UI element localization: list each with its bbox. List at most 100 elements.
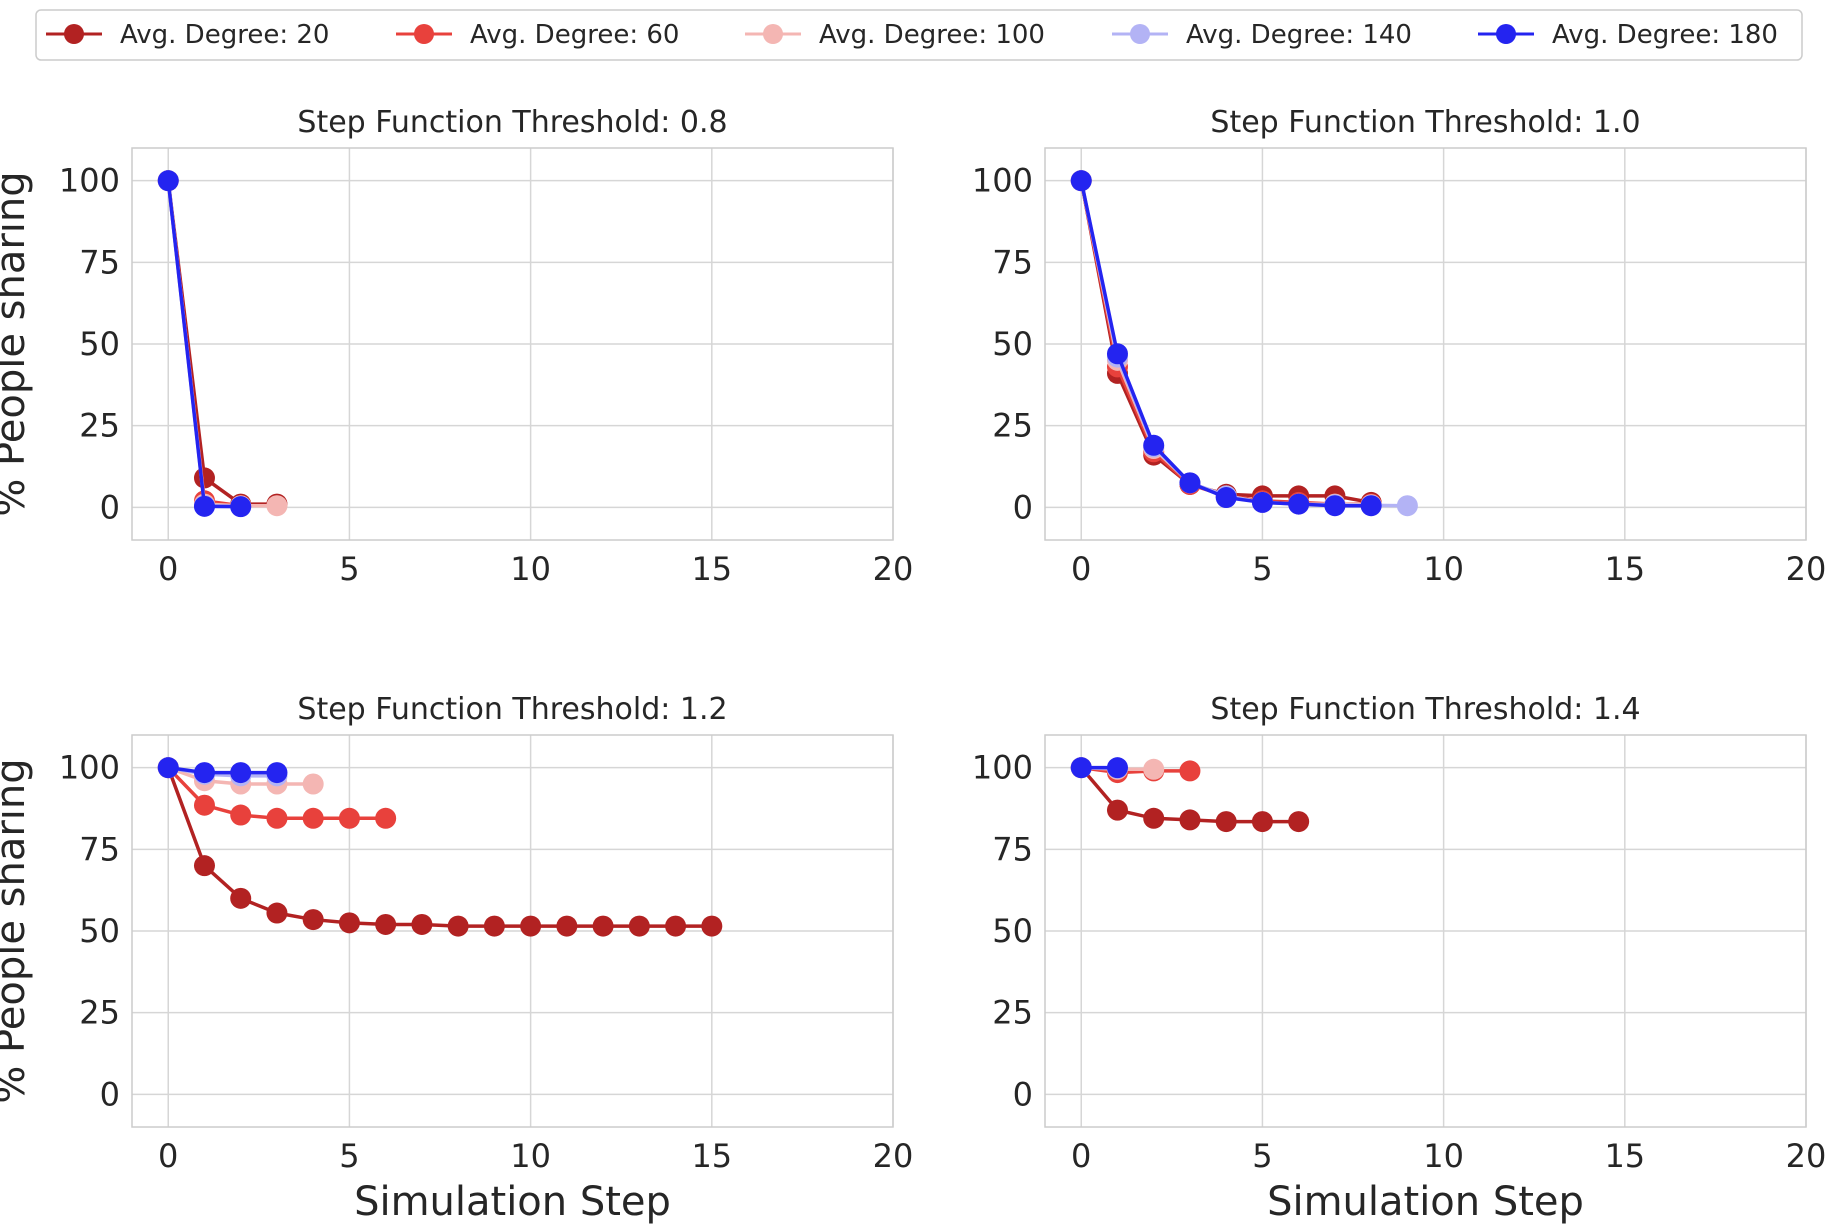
data-point: [1215, 811, 1237, 833]
y-tick-label: 50: [79, 325, 120, 363]
y-tick-label: 100: [59, 749, 120, 787]
data-point: [266, 807, 288, 829]
data-point: [1143, 807, 1165, 829]
y-tick-label: 100: [59, 162, 120, 200]
y-tick-label: 75: [79, 243, 120, 281]
x-tick-label: 5: [339, 1137, 359, 1175]
x-axis-label: Simulation Step: [354, 1179, 671, 1225]
subplot-title: Step Function Threshold: 1.2: [297, 692, 727, 727]
data-point: [266, 495, 288, 517]
x-tick-label: 5: [1252, 550, 1272, 588]
legend-entry-2: Avg. Degree: 60: [396, 20, 679, 50]
series-5: [157, 757, 288, 784]
data-point: [592, 915, 614, 937]
axes-frame: [131, 734, 894, 1128]
data-point: [193, 794, 215, 816]
y-tick-label: 0: [100, 488, 120, 526]
data-point: [302, 807, 324, 829]
legend-entry-4: Avg. Degree: 140: [1112, 20, 1412, 50]
y-tick-label: 75: [992, 830, 1033, 868]
subplot-4: 0 5 10 15 20 0 25 50 75 100 Step Function Threshol…: [972, 692, 1826, 1225]
data-point: [338, 912, 360, 934]
x-tick-label: 15: [691, 1137, 732, 1175]
data-point: [1396, 495, 1418, 517]
legend: Avg. Degree: 20 Avg. Degree: 60 Avg. Degre…: [35, 9, 1803, 61]
data-point: [375, 807, 397, 829]
y-axis-label: % People sharing: [0, 758, 34, 1103]
legend-label: Avg. Degree: 180: [1552, 20, 1778, 50]
y-tick-label: 25: [79, 994, 120, 1032]
series-line: [1079, 180, 1372, 505]
x-tick-label: 0: [158, 550, 178, 588]
x-tick-label: 5: [1252, 1137, 1272, 1175]
x-tick-label: 10: [510, 550, 551, 588]
y-tick-label: 25: [992, 407, 1033, 445]
legend-marker: [763, 24, 783, 44]
data-point: [1324, 495, 1346, 517]
subplot-title: Step Function Threshold: 1.4: [1210, 692, 1640, 727]
x-tick-label: 10: [1423, 1137, 1464, 1175]
legend-frame: [35, 9, 1803, 61]
data-point: [628, 915, 650, 937]
data-point: [338, 807, 360, 829]
series-line: [1079, 180, 1372, 507]
data-point: [1251, 811, 1273, 833]
x-tick-label: 15: [691, 550, 732, 588]
x-axis-label: Simulation Step: [1267, 1179, 1584, 1225]
y-tick-label: 0: [100, 1075, 120, 1113]
series-2: [1070, 170, 1382, 515]
series-3: [157, 170, 288, 517]
data-point: [1179, 760, 1201, 782]
legend-entry-3: Avg. Degree: 100: [745, 20, 1045, 50]
data-point: [266, 902, 288, 924]
series-line: [1079, 180, 1372, 506]
y-tick-label: 50: [992, 912, 1033, 950]
y-tick-label: 25: [992, 994, 1033, 1032]
series-3: [1070, 170, 1382, 516]
data-point: [483, 915, 505, 937]
data-point: [411, 913, 433, 935]
series-line: [166, 180, 277, 508]
y-tick-label: 75: [79, 830, 120, 868]
series-5: [1070, 170, 1382, 517]
series-5: [157, 170, 252, 518]
subplot-title: Step Function Threshold: 0.8: [297, 105, 727, 140]
series-5: [1070, 757, 1128, 779]
y-tick-label: 75: [992, 243, 1033, 281]
data-point: [1143, 758, 1165, 780]
y-tick-label: 100: [972, 749, 1033, 787]
series-line: [166, 767, 712, 928]
axes-frame: [1044, 147, 1807, 541]
y-tick-label: 0: [1013, 488, 1033, 526]
series-4: [1070, 170, 1418, 517]
series-line: [1079, 180, 1372, 508]
data-point: [266, 762, 288, 784]
subplot-3: 0 5 10 15 20 0 25 50 75 100 Step Function Threshol…: [0, 692, 913, 1225]
data-point: [556, 915, 578, 937]
x-tick-label: 0: [1071, 550, 1091, 588]
data-point: [193, 495, 215, 517]
data-point: [230, 496, 252, 518]
data-point: [230, 762, 252, 784]
legend-marker: [1130, 24, 1150, 44]
legend-label: Avg. Degree: 100: [819, 20, 1045, 50]
x-tick-label: 20: [873, 1137, 914, 1175]
axes-frame: [131, 147, 894, 541]
data-point: [1179, 809, 1201, 831]
legend-label: Avg. Degree: 60: [470, 20, 679, 50]
x-tick-label: 15: [1604, 550, 1645, 588]
legend-marker: [1496, 24, 1516, 44]
x-tick-label: 10: [510, 1137, 551, 1175]
y-tick-label: 50: [79, 912, 120, 950]
y-tick-label: 50: [992, 325, 1033, 363]
series-1: [1070, 170, 1382, 513]
x-tick-label: 0: [1071, 1137, 1091, 1175]
data-point: [1215, 487, 1237, 509]
x-tick-label: 20: [1786, 550, 1827, 588]
data-point: [1288, 493, 1310, 515]
data-point: [302, 773, 324, 795]
data-point: [1070, 757, 1092, 779]
data-point: [375, 913, 397, 935]
